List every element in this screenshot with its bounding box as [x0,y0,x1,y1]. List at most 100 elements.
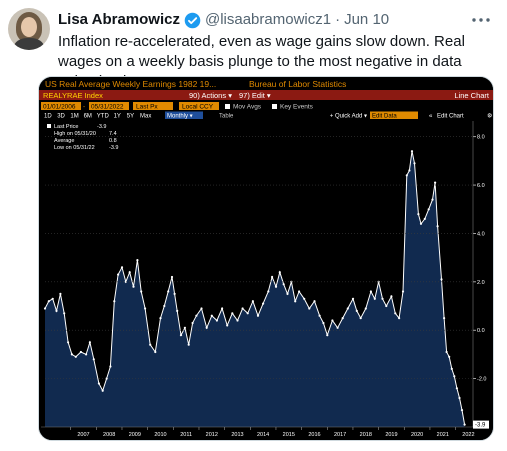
table-label[interactable]: Table [219,114,234,120]
data-point-64 [318,314,321,317]
data-point-27 [154,350,157,354]
range-button-max[interactable]: Max [140,114,151,120]
edit-chart-button[interactable]: Edit Chart [437,114,464,120]
data-point-39 [200,307,203,310]
data-point-23 [136,259,139,262]
data-point-50 [256,314,260,317]
data-point-55 [278,271,281,274]
y-tick-label: 6.0 [477,183,485,189]
ticker-label[interactable]: REALYRAE Index [43,91,103,100]
data-point-24 [140,290,143,293]
data-point-1 [47,300,50,303]
data-point-89 [419,222,423,225]
data-point-9 [79,350,82,354]
data-point-96 [443,317,446,320]
actions-menu[interactable]: 90) Actions ▾ [189,91,232,100]
data-point-3 [55,309,58,312]
range-button-ytd[interactable]: YTD [97,114,110,120]
range-button-5y[interactable]: 5Y [127,114,134,120]
avatar-face [21,17,37,37]
edit-data-field[interactable] [370,111,418,120]
data-point-92 [431,198,434,201]
price-field-select[interactable] [133,102,173,110]
data-point-85 [408,169,411,172]
data-point-87 [413,162,416,165]
tweet-date[interactable]: Jun 10 [344,11,390,28]
x-tick-label: 2009 [129,432,141,438]
frequency-text: Monthly ▾ [167,114,193,120]
x-tick-label: 2013 [231,432,243,438]
range-button-6m[interactable]: 6M [84,114,92,120]
range-button-1d[interactable]: 1D [44,114,52,120]
data-point-47 [241,307,244,310]
range-button-1m[interactable]: 1M [70,114,78,120]
data-point-102 [458,396,461,400]
end-date-field[interactable] [89,102,129,110]
data-point-6 [67,341,70,344]
tweet-media-chart[interactable]: US Real Average Weekly Earnings 1982 19.… [38,76,494,441]
data-point-21 [128,271,131,274]
data-point-98 [448,355,451,358]
data-point-19 [120,266,124,269]
data-point-99 [450,367,453,370]
start-date-field[interactable] [41,102,81,110]
legend-last-price-value: -3.9 [97,124,106,130]
x-tick-label: 2010 [154,432,166,438]
legend-high: High on 05/31/20 [54,131,96,137]
range-button-1y[interactable]: 1Y [114,114,121,120]
date-dash: - [83,104,85,111]
data-point-104 [463,423,466,426]
key-events-checkbox[interactable] [272,104,277,109]
x-tick-label: 2019 [385,432,397,438]
data-point-38 [195,314,198,317]
x-tick-label: 2020 [411,432,423,438]
data-point-2 [51,297,54,300]
y-tick-label: 2.0 [477,280,485,286]
data-point-70 [346,307,349,310]
series-area-fill [45,151,465,427]
data-point-14 [101,389,104,392]
data-point-71 [351,297,355,300]
data-point-40 [205,326,208,329]
key-events-label: Key Events [280,104,314,111]
data-point-11 [88,341,91,344]
author-handle[interactable]: @lisaabramowicz1 [204,11,332,28]
data-point-0 [43,307,47,310]
data-point-4 [59,292,62,295]
price-field-text: Last Px [136,104,158,111]
chart-settings-icon[interactable]: ⚙ [487,113,492,120]
currency-select[interactable] [179,102,219,110]
quick-add-button[interactable]: + Quick Add ▾ [330,114,367,120]
frequency-select[interactable] [165,111,203,120]
edit-menu[interactable]: 97) Edit ▾ [239,91,271,100]
data-point-7 [70,353,73,356]
data-point-88 [417,213,420,216]
legend-last-price: Last Price [54,124,78,130]
x-tick-label: 2016 [308,432,320,438]
author-avatar[interactable] [8,8,50,50]
x-tick-label: 2008 [103,432,115,438]
data-point-52 [267,290,270,293]
data-point-26 [149,343,152,346]
range-button-3d[interactable]: 3D [57,114,65,120]
legend-average-value: 0.8 [109,138,117,144]
x-axis: 2007 2008 2009 2010 2011 2012 2013 2014 2015 2016… [41,426,475,438]
data-point-28 [159,317,162,320]
data-point-59 [294,300,297,303]
data-point-30 [167,290,170,293]
mov-avgs-checkbox[interactable] [225,104,230,109]
author-name[interactable]: Lisa Abramowicz [58,11,180,28]
data-point-69 [341,317,344,320]
data-point-42 [215,319,218,322]
data-point-29 [163,304,166,308]
data-point-82 [398,317,401,320]
collapse-icon[interactable]: « [429,114,433,120]
data-point-76 [373,297,376,300]
end-date-text: 05/31/2022 [91,104,124,111]
data-point-84 [405,174,408,177]
more-options-icon[interactable] [469,10,493,30]
start-date-text: 01/01/2006 [43,104,76,111]
data-point-91 [427,208,430,211]
mov-avgs-label: Mov Avgs [233,104,262,111]
terminal-title: US Real Average Weekly Earnings 1982 19.… [45,79,216,89]
